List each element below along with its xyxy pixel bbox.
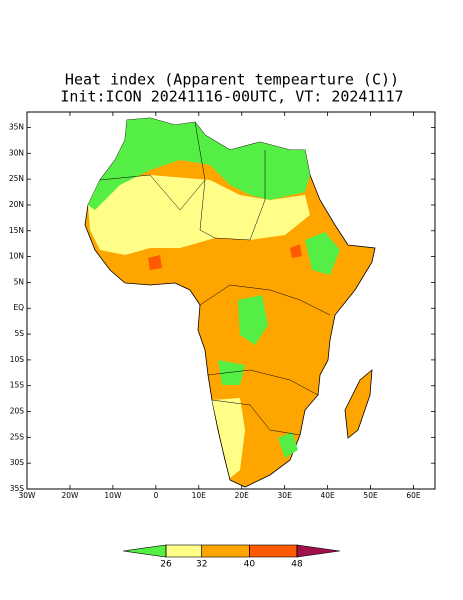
colorbar-bin [122,544,167,558]
yellow-field [88,175,310,255]
y-tick-label: 35S [10,484,25,493]
map-fields [84,117,376,488]
subtitle: Init:ICON 20241116-00UTC, VT: 20241117 [60,88,403,106]
y-tick-label: 10S [10,355,25,364]
red-field [290,244,302,258]
y-tick-label: 30N [9,148,24,157]
colorbar-label: 40 [244,560,256,570]
madagascar [344,369,373,439]
colorbar-label: 32 [196,560,207,570]
x-tick-label: 0 [153,491,158,500]
title: Heat index (Apparent tempearture (C)) [65,71,399,89]
y-tick-label: 15N [9,226,24,235]
x-tick-label: 60E [406,491,421,500]
y-tick-label: EQ [13,303,24,312]
y-tick-label: 10N [9,252,24,261]
x-tick-label: 50E [363,491,378,500]
yellow-field [212,398,245,478]
green-field [218,360,245,385]
green-field [305,232,340,275]
x-tick-label: 20E [235,491,250,500]
green-field [88,118,310,210]
y-tick-label: 25S [10,432,25,441]
colorbar-label: 26 [160,560,172,570]
green-field [238,295,268,345]
map-frame [26,111,436,490]
country-border [199,284,331,316]
country-border [211,399,301,436]
colorbar-bin [249,544,298,558]
y-tick-label: 25N [9,174,24,183]
y-tick-label: 20S [10,407,25,416]
y-tick-label: 35N [9,122,24,131]
y-tick-label: 30S [10,458,25,467]
y-tick-label: 5S [14,329,24,338]
y-tick-label: 20N [9,200,24,209]
x-tick-label: 10W [104,491,122,500]
colorbar-bin [201,544,250,558]
green-field [278,432,298,458]
colorbar-bin [296,544,341,558]
x-tick-label: 40E [320,491,335,500]
x-tick-label: 30W [19,491,37,500]
country-border [207,369,319,396]
red-field [148,255,162,270]
x-tick-label: 10E [192,491,207,500]
x-tick-label: 20W [61,491,79,500]
colorbar-bin [165,544,203,558]
y-tick-label: 5N [14,277,24,286]
country-border [99,174,206,211]
x-tick-label: 30E [278,491,293,500]
colorbar-label: 48 [291,560,303,570]
y-tick-label: 15S [10,381,25,390]
